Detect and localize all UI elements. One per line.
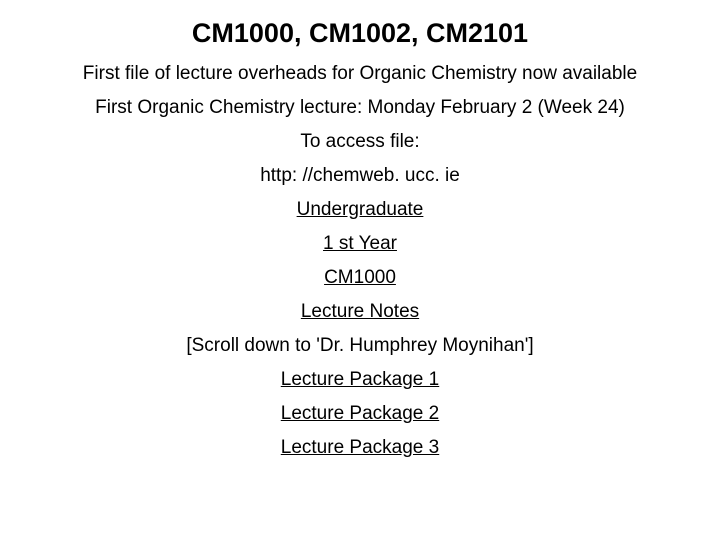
page-title: CM1000, CM1002, CM2101 (0, 18, 720, 49)
body-line-8: [Scroll down to 'Dr. Humphrey Moynihan'] (0, 335, 720, 357)
body-line-11: Lecture Package 3 (0, 437, 720, 459)
body-line-5: 1 st Year (0, 233, 720, 255)
body-line-2: To access file: (0, 131, 720, 153)
body-line-4: Undergraduate (0, 199, 720, 221)
body-line-3: http: //chemweb. ucc. ie (0, 165, 720, 187)
body-line-1: First Organic Chemistry lecture: Monday … (0, 97, 720, 119)
body-line-0: First file of lecture overheads for Orga… (0, 63, 720, 85)
body-line-7: Lecture Notes (0, 301, 720, 323)
body-line-10: Lecture Package 2 (0, 403, 720, 425)
body-line-6: CM1000 (0, 267, 720, 289)
body-line-9: Lecture Package 1 (0, 369, 720, 391)
